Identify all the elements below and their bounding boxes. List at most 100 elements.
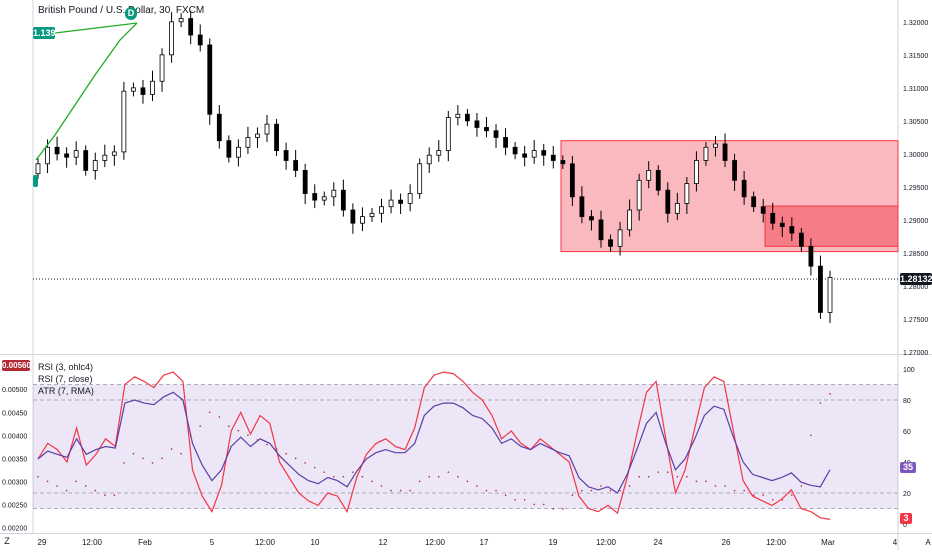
atr-dot [724,485,726,487]
candle-body [83,150,89,171]
atr-dot [380,485,383,487]
legend-rsi3[interactable]: RSI (3, ohlc4) [38,362,94,372]
atr-dot [361,475,364,478]
time-tick-label: 24 [654,538,663,547]
time-tick-label: Mar [821,538,835,547]
atr-dot [714,485,717,487]
atr-dot [733,489,736,492]
candle-body [598,219,604,241]
candle-body [340,189,346,211]
rsi3-badge: 3 [900,513,912,524]
candle-body [818,265,823,313]
atr-tick-label: 0.00300 [2,479,27,486]
candle-body [417,163,423,194]
atr-dot [542,503,545,506]
atr-dot [285,452,287,455]
price-tick-label: 1.30500 [903,119,928,126]
atr-dot [609,489,612,492]
annotation-stub[interactable] [33,175,38,187]
time-tick-label: 12 [379,538,388,547]
candle-body [436,150,442,156]
atr-dot [113,494,116,496]
atr-dot [619,489,621,492]
atr-dot [218,416,221,418]
candle-body [608,239,613,247]
atr-dot [75,480,77,483]
candle-body [560,160,566,165]
candle-body [760,206,766,214]
legend-rsi7[interactable]: RSI (7, close) [38,374,93,384]
price-tick-label: 1.29500 [903,185,928,192]
time-tick-label: 10 [311,538,320,547]
time-tick-label: 12:00 [82,538,103,547]
atr-dot [819,402,822,404]
corner-label[interactable]: Z [4,536,10,546]
time-tick-label: 29 [38,538,47,547]
candle-body [512,146,518,155]
candle-body [827,276,833,313]
candle-body [484,127,489,132]
time-tick-label: Feb [138,538,152,547]
supply-zone [764,205,899,247]
atr-dot [495,489,497,492]
candle-body [73,150,79,158]
candle-body [694,160,699,185]
atr-dot [94,489,97,492]
atr-dot [457,475,459,478]
candle-body [808,245,814,267]
candle-body [255,133,260,138]
time-tick-label: 17 [480,538,489,547]
annotation-label[interactable]: 1.139 [33,27,56,39]
candle-body [207,44,213,115]
atr-dot [161,457,163,460]
atr-dot [84,485,87,487]
candle-body [550,154,556,161]
atr-dot [657,471,660,473]
candle-body [674,203,680,214]
atr-dot [65,489,68,492]
candle-body [684,183,690,204]
atr-dot [485,489,488,492]
atr-dot [743,489,745,492]
atr-dot [752,494,755,496]
price-tick-label: 1.27500 [903,317,928,324]
atr-dot [170,448,173,450]
dividend-marker[interactable]: D [125,7,137,20]
candle-body [703,146,709,161]
price-tick-label: 1.29000 [903,218,928,225]
atr-dot [695,480,698,483]
price-tick-label: 1.32000 [903,20,928,27]
time-tick-label: 5 [210,538,215,547]
candle-body [140,87,146,95]
atr-dot [562,508,564,510]
candle-body [455,113,461,118]
candle-body [474,120,480,128]
atr-dot [800,485,803,487]
atr-dot [466,480,469,483]
atr-tick-label: 0.00500 [2,387,27,394]
candle-body [264,123,270,135]
candle-body [150,80,155,95]
atr-tick-label: 0.00400 [2,433,27,440]
candle-body [445,117,451,151]
atr-dot [313,466,316,469]
atr-dot [409,489,411,492]
atr-dot [199,425,202,427]
legend-atr[interactable]: ATR (7, RMA) [38,386,94,396]
price-tick-label: 1.28500 [903,251,928,258]
atr-dot [256,439,259,441]
candle-body [464,113,470,122]
rsi-tick-label: 100 [903,367,915,374]
candle-body [579,196,585,218]
rsi7-badge: 35 [900,462,916,473]
atr-dot [590,489,593,492]
atr-dot [791,494,793,496]
candle-body [379,206,384,214]
atr-dot [523,498,526,501]
atr-dot [418,480,421,483]
candle-body [522,153,528,158]
candle-body [636,179,642,211]
atr-dot [428,475,431,478]
